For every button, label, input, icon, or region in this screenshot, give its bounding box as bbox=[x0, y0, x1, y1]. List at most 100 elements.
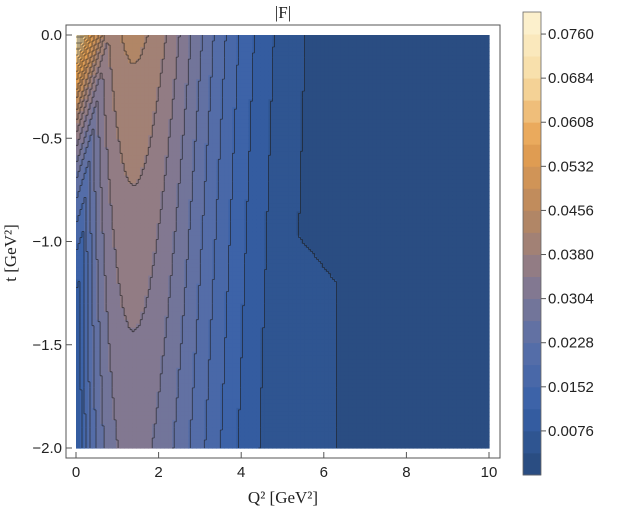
contour-cell bbox=[200, 423, 205, 429]
contour-cell bbox=[124, 187, 129, 192]
contour-cell bbox=[104, 151, 109, 156]
contour-cell bbox=[160, 287, 165, 293]
contour-cell bbox=[120, 379, 125, 385]
contour-cell bbox=[224, 431, 229, 437]
contour-cell bbox=[220, 195, 225, 200]
contour-cell bbox=[264, 415, 270, 421]
contour-cell bbox=[156, 211, 161, 217]
contour-cell bbox=[220, 211, 225, 217]
contour-cell bbox=[244, 119, 250, 124]
contour-cell bbox=[228, 283, 233, 289]
contour-cell bbox=[168, 67, 173, 72]
contour-cell bbox=[116, 255, 121, 261]
contour-cell bbox=[84, 251, 89, 257]
contour-cell bbox=[176, 347, 181, 353]
contour-cell bbox=[156, 363, 161, 369]
contour-cell bbox=[256, 275, 262, 281]
contour-cell bbox=[100, 291, 105, 297]
contour-cell bbox=[116, 123, 121, 128]
contour-cell bbox=[172, 343, 177, 349]
contour-cell bbox=[244, 283, 250, 289]
contour-cell bbox=[264, 175, 270, 180]
contour-cell bbox=[168, 355, 173, 361]
contour-cell bbox=[84, 323, 89, 329]
contour-cell bbox=[136, 335, 141, 341]
contour-cell bbox=[208, 163, 213, 168]
contour-cell bbox=[236, 263, 241, 269]
contour-cell bbox=[256, 39, 262, 44]
contour-cell bbox=[148, 383, 153, 389]
contour-cell bbox=[220, 307, 225, 313]
contour-cell bbox=[204, 131, 209, 136]
contour-cell bbox=[148, 223, 153, 229]
contour-cell bbox=[116, 427, 121, 433]
contour-cell bbox=[248, 439, 254, 445]
contour-cell bbox=[108, 171, 113, 176]
contour-cell bbox=[80, 135, 85, 140]
contour-cell bbox=[252, 91, 258, 96]
contour-cell bbox=[188, 159, 193, 164]
contour-cell bbox=[136, 375, 141, 381]
contour-cell bbox=[180, 239, 185, 245]
contour-cell bbox=[244, 359, 250, 365]
contour-cell bbox=[88, 287, 93, 293]
contour-cell bbox=[172, 327, 177, 333]
contour-cell bbox=[240, 135, 246, 140]
contour-cell bbox=[196, 167, 201, 172]
contour-cell bbox=[156, 107, 161, 112]
contour-cell bbox=[236, 355, 241, 361]
contour-cell bbox=[132, 251, 137, 257]
contour-cell bbox=[240, 183, 246, 188]
contour-cell bbox=[112, 131, 117, 136]
contour-cell bbox=[184, 439, 189, 445]
contour-cell bbox=[140, 367, 145, 373]
contour-cell bbox=[212, 75, 217, 80]
contour-cell bbox=[180, 215, 185, 221]
contour-cell bbox=[252, 415, 258, 421]
contour-cell bbox=[132, 223, 137, 229]
contour-cell bbox=[140, 223, 145, 229]
contour-cell bbox=[148, 351, 153, 357]
contour-cell bbox=[180, 235, 185, 241]
contour-cell bbox=[184, 299, 189, 305]
contour-cell bbox=[264, 163, 270, 168]
contour-cell bbox=[220, 123, 225, 128]
contour-cell bbox=[204, 63, 209, 68]
contour-cell bbox=[108, 95, 113, 100]
contour-cell bbox=[148, 415, 153, 421]
contour-cell bbox=[80, 383, 85, 389]
contour-cell bbox=[124, 219, 129, 225]
contour-cell bbox=[144, 55, 149, 60]
contour-cell bbox=[144, 395, 149, 401]
contour-cell bbox=[128, 183, 133, 188]
contour-cell bbox=[92, 419, 97, 425]
contour-cell bbox=[116, 163, 121, 168]
contour-cell bbox=[88, 259, 93, 265]
contour-cell bbox=[112, 187, 117, 192]
contour-cell bbox=[216, 147, 221, 152]
contour-cell bbox=[108, 311, 113, 317]
contour-cell bbox=[136, 435, 141, 441]
contour-cell bbox=[176, 339, 181, 345]
contour-cell bbox=[204, 219, 209, 225]
contour-cell bbox=[204, 443, 209, 449]
contour-cell bbox=[176, 423, 181, 429]
contour-cell bbox=[152, 367, 157, 373]
contour-cell bbox=[172, 187, 177, 192]
contour-cell bbox=[204, 311, 209, 317]
contour-cell bbox=[188, 95, 193, 100]
contour-cell bbox=[88, 147, 93, 152]
contour-cell bbox=[240, 399, 246, 405]
contour-cell bbox=[100, 303, 105, 309]
contour-cell bbox=[200, 367, 205, 373]
contour-cell bbox=[180, 71, 185, 76]
contour-cell bbox=[216, 219, 221, 225]
contour-cell bbox=[96, 439, 101, 445]
contour-cell bbox=[264, 327, 270, 333]
contour-cell bbox=[224, 147, 229, 152]
contour-cell bbox=[192, 315, 197, 321]
contour-cell bbox=[140, 403, 145, 409]
contour-cell bbox=[148, 71, 153, 76]
contour-cell bbox=[164, 115, 169, 120]
contour-cell bbox=[264, 55, 270, 60]
